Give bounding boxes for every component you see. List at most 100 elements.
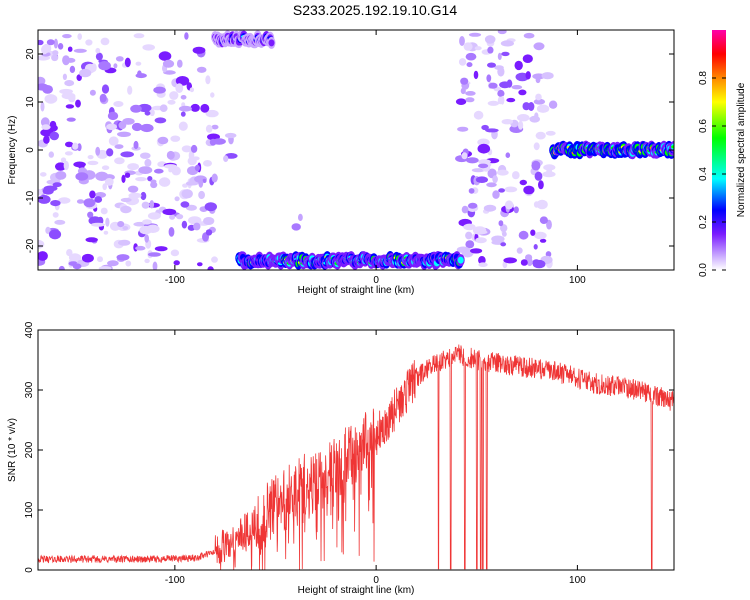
snr-y-tick-label: 300	[24, 381, 35, 398]
spectrogram-blob	[531, 160, 541, 171]
spectrogram-blob	[60, 157, 67, 163]
spectrogram-blob	[154, 117, 167, 124]
spectrogram-blob	[189, 87, 195, 93]
spectrogram-blob	[477, 138, 490, 146]
spectrogram-blob	[106, 148, 114, 157]
spectrogram-blob	[73, 48, 87, 53]
spectrogram-blob	[69, 65, 76, 73]
spectrogram-blob	[147, 252, 161, 257]
spectrogram-blob	[198, 178, 204, 188]
spectrogram-blob	[120, 205, 132, 214]
spectrogram-blob	[504, 186, 518, 193]
spectrogram-blob	[466, 62, 473, 68]
spectrogram-blob	[85, 237, 98, 243]
spectrogram-blob	[504, 200, 514, 210]
spectrogram-blob	[42, 187, 54, 195]
spectrogram-blob	[46, 39, 55, 46]
spectrogram-blob	[500, 224, 508, 233]
spectrogram-blob	[59, 88, 73, 95]
spectrogram-blob	[211, 173, 218, 183]
spectrogram-blob	[202, 178, 207, 183]
spectrogram-blob	[180, 95, 187, 100]
spectrogram-blob	[518, 120, 524, 130]
spectrogram-blob	[75, 99, 81, 108]
spectrogram-blob	[181, 189, 193, 199]
spectrogram-blob	[178, 121, 188, 131]
spectrogram-blob	[72, 263, 82, 270]
spectrogram-blob	[471, 168, 485, 173]
spectrogram-blob	[486, 74, 492, 83]
spectrogram-blob	[137, 70, 142, 78]
snr-panel: -100 0 100 0 100 200 300 400 Height of straight…	[7, 321, 675, 596]
spectrogram-blob	[457, 126, 469, 132]
spectrogram-blob	[150, 179, 157, 184]
spectrogram-blob	[173, 260, 180, 266]
spectrogram-blob	[169, 91, 179, 100]
spectrogram-blob	[298, 213, 303, 221]
spectrogram-blob	[120, 151, 134, 158]
spectrogram-blob	[167, 99, 176, 105]
spectrogram-blob	[58, 197, 71, 204]
spectrogram-blob	[465, 240, 475, 249]
spectrogram-blob	[57, 43, 64, 50]
spectrogram-blob	[106, 123, 117, 130]
snr-background	[38, 330, 674, 570]
spectrogram-blob	[518, 230, 529, 240]
ridge-core	[671, 145, 674, 149]
spectrogram-blob	[223, 155, 229, 163]
spectrogram-blob	[539, 216, 549, 224]
spectrogram-blob	[113, 101, 124, 107]
spectrogram-blob	[131, 122, 143, 132]
spectrogram-blob	[534, 112, 539, 120]
spectrogram-blob	[536, 104, 550, 113]
spectrogram-blob	[468, 202, 478, 209]
figure-title: S233.2025.192.19.10.G14	[293, 2, 457, 18]
spectrogram-blob	[89, 190, 96, 199]
spectrogram-blob	[101, 84, 110, 94]
spectrogram-blob	[48, 229, 62, 240]
ridge-band	[268, 39, 275, 47]
spectrogram-blob	[130, 104, 142, 113]
spectrogram-blob	[115, 56, 124, 62]
spectrogram-blob	[534, 171, 543, 181]
spectrogram-blob	[182, 183, 188, 188]
spectrogram-blob	[94, 196, 103, 203]
spectrogram-blob	[144, 258, 150, 264]
spectrogram-blob	[520, 259, 528, 266]
spectrogram-blob	[473, 70, 479, 80]
spectrogram-blob	[193, 222, 201, 231]
spectrogram-blob	[38, 251, 48, 261]
spectrogram-blob	[40, 101, 45, 112]
spectrogram-blob	[127, 163, 139, 171]
spectrogram-blob	[545, 130, 556, 136]
spectrogram-blob	[135, 61, 142, 66]
spectrogram-blob	[190, 103, 200, 112]
spectrogram-blob	[180, 111, 186, 117]
spectrogram-blob	[184, 32, 189, 40]
spectrogram-blob	[67, 46, 73, 52]
colorbar-tick-label: 0.2	[698, 215, 709, 229]
spectrogram-blob	[120, 197, 132, 203]
spectrogram-blob	[98, 266, 112, 270]
colorbar-tick-label: 0.8	[698, 71, 709, 85]
spectrogram-blob	[83, 198, 96, 208]
spectrogram-blob	[166, 150, 175, 160]
spectrogram-blob	[533, 42, 545, 51]
spectrogram-blob	[463, 223, 476, 231]
spectrogram-blob	[95, 52, 103, 61]
spectrogram-blob	[522, 54, 533, 63]
snr-x-tick-label: 0	[373, 575, 379, 586]
spectrogram-blob	[475, 176, 488, 183]
spectrogram-blob	[461, 152, 468, 160]
spectrogram-blob	[157, 136, 169, 145]
spectrogram-blob	[461, 205, 469, 214]
spectrogram-blob	[177, 59, 183, 68]
spectrogram-blob	[149, 200, 155, 209]
spectrogram-blob	[499, 81, 511, 89]
spectrogram-blob	[159, 104, 168, 112]
spectrogram-y-tick-label: -10	[25, 190, 36, 205]
spectrogram-blob	[460, 77, 469, 85]
spectrogram-x-tick-label: 0	[373, 275, 379, 286]
spectrogram-blob	[107, 111, 119, 121]
spectrogram-blob	[468, 188, 475, 194]
